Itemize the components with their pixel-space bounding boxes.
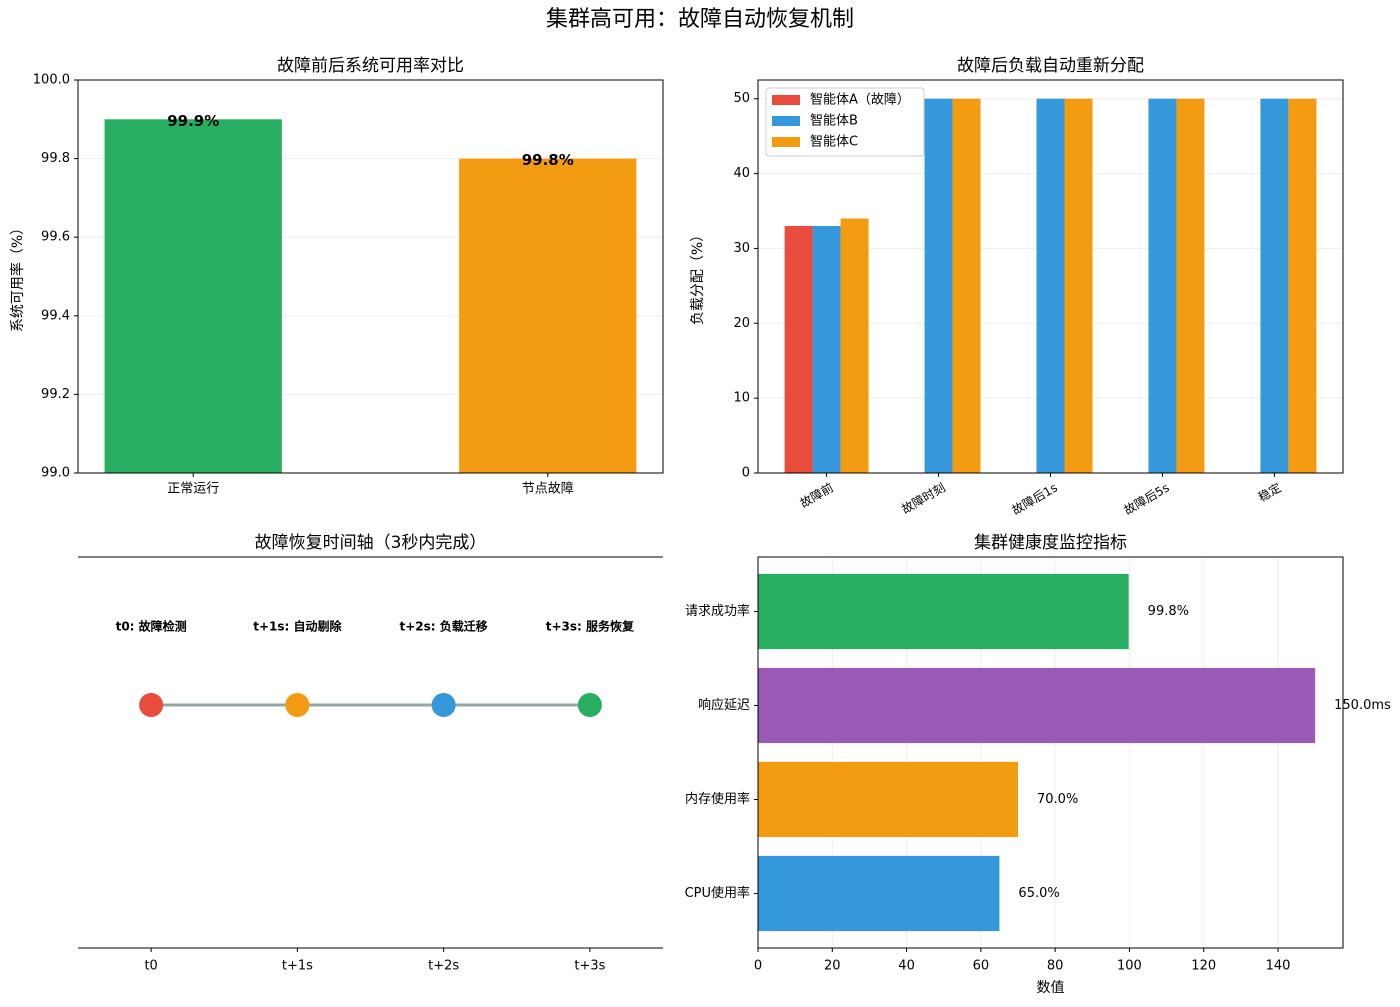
y-tick-label: 请求成功率	[685, 603, 750, 619]
chart-title: 故障后负载自动重新分配	[957, 56, 1144, 76]
legend-swatch	[772, 116, 800, 126]
x-tick-label: 80	[1047, 959, 1064, 974]
value-label: 99.8%	[1148, 604, 1189, 619]
bar	[1036, 98, 1065, 473]
y-tick-label: CPU使用率	[685, 885, 750, 901]
bar	[1148, 98, 1177, 473]
bar	[924, 98, 953, 473]
bar	[812, 225, 841, 473]
y-tick-label: 0	[742, 466, 750, 481]
value-label: 65.0%	[1018, 886, 1059, 901]
chart-title: 集群健康度监控指标	[974, 533, 1127, 553]
x-tick-label: t+2s	[428, 959, 459, 974]
bar	[758, 573, 1129, 650]
y-tick-label: 响应延迟	[698, 697, 750, 713]
bar	[758, 761, 1018, 838]
legend-swatch	[772, 137, 800, 147]
x-tick-label: 120	[1191, 959, 1216, 974]
y-tick-label: 99.0	[41, 466, 70, 481]
y-tick-label: 50	[733, 91, 750, 106]
value-label: 150.0ms	[1334, 698, 1391, 713]
bar	[1260, 98, 1289, 473]
x-tick-label: t+3s	[574, 959, 605, 974]
bar	[758, 855, 1000, 932]
axes-frame	[757, 79, 1344, 474]
y-tick-label: 99.6	[41, 230, 70, 245]
y-axis-label: 系统可用率（%）	[9, 221, 26, 332]
x-tick-label: 故障时刻	[899, 480, 948, 517]
bar	[459, 158, 637, 473]
bar	[784, 225, 813, 473]
x-axis-label: 数值	[1037, 980, 1065, 996]
bar	[1064, 98, 1093, 473]
legend-label: 智能体B	[810, 114, 858, 129]
y-tick-label: 100.0	[33, 73, 70, 88]
x-tick-label: 40	[898, 959, 915, 974]
x-tick-label: 100	[1117, 959, 1142, 974]
legend-frame	[765, 87, 925, 157]
legend-swatch	[772, 95, 800, 105]
x-tick-label: 正常运行	[167, 482, 219, 497]
y-tick-label: 20	[733, 316, 750, 331]
y-tick-label: 10	[733, 391, 750, 406]
bar	[952, 98, 981, 473]
x-tick-label: 0	[754, 959, 762, 974]
x-tick-label: t+1s	[282, 959, 313, 974]
value-label: 70.0%	[1037, 792, 1078, 807]
value-label: 99.8%	[522, 151, 574, 169]
value-label: 99.9%	[167, 112, 219, 130]
legend-label: 智能体C	[810, 135, 858, 150]
figure-title: 集群高可用：故障自动恢复机制	[546, 7, 854, 32]
x-tick-label: 故障前	[797, 480, 836, 511]
x-tick-label: 故障后5s	[1121, 480, 1172, 518]
axes-frame	[757, 556, 1344, 949]
y-tick-label: 99.4	[41, 308, 70, 323]
bar	[1288, 98, 1317, 473]
event-point	[285, 693, 310, 717]
x-tick-label: 20	[824, 959, 841, 974]
event-label: t0: 故障检测	[116, 619, 187, 634]
bar	[1176, 98, 1205, 473]
chart-title: 故障恢复时间轴（3秒内完成）	[255, 533, 487, 553]
axes-frame	[77, 79, 664, 474]
x-tick-label: 节点故障	[522, 482, 574, 497]
y-tick-label: 内存使用率	[685, 791, 750, 807]
x-tick-label: 稳定	[1255, 480, 1283, 505]
event-point	[577, 693, 602, 717]
x-tick-label: 60	[973, 959, 990, 974]
event-point	[139, 693, 164, 717]
y-tick-label: 40	[733, 166, 750, 181]
bar	[840, 218, 869, 473]
y-tick-label: 99.2	[41, 387, 70, 402]
x-tick-label: 140	[1266, 959, 1291, 974]
event-label: t+3s: 服务恢复	[546, 619, 635, 634]
event-label: t+2s: 负载迁移	[399, 619, 487, 634]
x-tick-label: 故障后1s	[1009, 480, 1060, 518]
legend-label: 智能体A（故障）	[810, 93, 910, 108]
event-label: t+1s: 自动剔除	[253, 619, 342, 634]
y-axis-label: 负载分配（%）	[690, 228, 706, 325]
event-point	[431, 693, 456, 717]
y-tick-label: 30	[733, 241, 750, 256]
chart-title: 故障前后系统可用率对比	[277, 56, 464, 76]
bar	[104, 119, 282, 474]
x-tick-label: t0	[144, 959, 157, 974]
y-tick-label: 99.8	[41, 151, 70, 166]
bar	[758, 667, 1316, 744]
